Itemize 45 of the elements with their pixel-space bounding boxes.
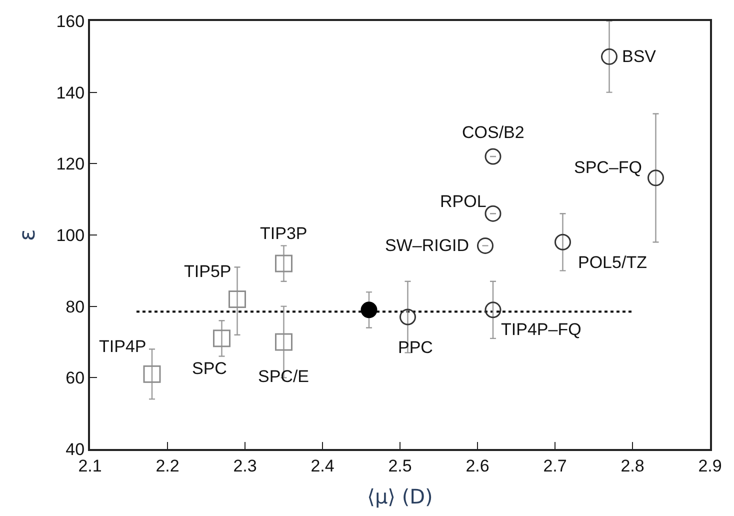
- y-tick-label: 60: [66, 368, 85, 388]
- y-tick-label: 160: [56, 12, 85, 31]
- x-axis-title: ⟨μ⟩ (D): [367, 484, 433, 508]
- annotation: PPC: [398, 338, 433, 357]
- point: [554, 234, 571, 250]
- annotation: TIP4P–FQ: [501, 320, 582, 339]
- x-tick-label: 2.2: [156, 456, 180, 476]
- annotation: SW–RIGID: [385, 236, 470, 255]
- y-tick-label: 80: [66, 297, 85, 316]
- point: [601, 48, 618, 65]
- y-tick-label: 40: [66, 440, 85, 459]
- annotation: SPC: [192, 359, 227, 378]
- point: [275, 333, 292, 351]
- point: [360, 302, 378, 318]
- annotation: TIP4P: [99, 337, 146, 356]
- point: [275, 254, 292, 272]
- y-tick-label: 140: [56, 83, 85, 102]
- annotation: TIP5P: [184, 262, 232, 281]
- point: [143, 365, 161, 383]
- x-tick-label: 2.3: [233, 456, 257, 476]
- x-tick-label: 2.8: [620, 456, 644, 476]
- point: [484, 205, 502, 222]
- point: [484, 302, 502, 318]
- x-tick-label: 2.1: [78, 456, 102, 476]
- annotation: BSV: [622, 47, 657, 66]
- annotation: RPOL: [440, 192, 486, 211]
- y-tick-label: 100: [56, 226, 85, 245]
- annotation: POL5/TZ: [578, 253, 647, 272]
- point: [228, 290, 246, 308]
- point: [477, 237, 494, 254]
- x-tick-label: 2.4: [310, 456, 334, 476]
- annotation: SPC–FQ: [574, 158, 642, 177]
- x-tick-label: 2.9: [698, 456, 722, 476]
- point: [213, 330, 230, 348]
- point: [484, 148, 502, 165]
- x-tick-label: 2.5: [388, 456, 412, 476]
- point: [648, 170, 664, 186]
- annotation: SPC/E: [258, 367, 310, 386]
- annotation: TIP3P: [260, 224, 308, 243]
- x-tick-label: 2.7: [543, 456, 567, 476]
- y-axis-title: ε: [16, 229, 41, 241]
- annotation: COS/B2: [462, 123, 524, 142]
- point: [400, 308, 416, 326]
- y-tick-label: 120: [56, 154, 85, 174]
- x-tick-label: 2.6: [466, 456, 490, 476]
